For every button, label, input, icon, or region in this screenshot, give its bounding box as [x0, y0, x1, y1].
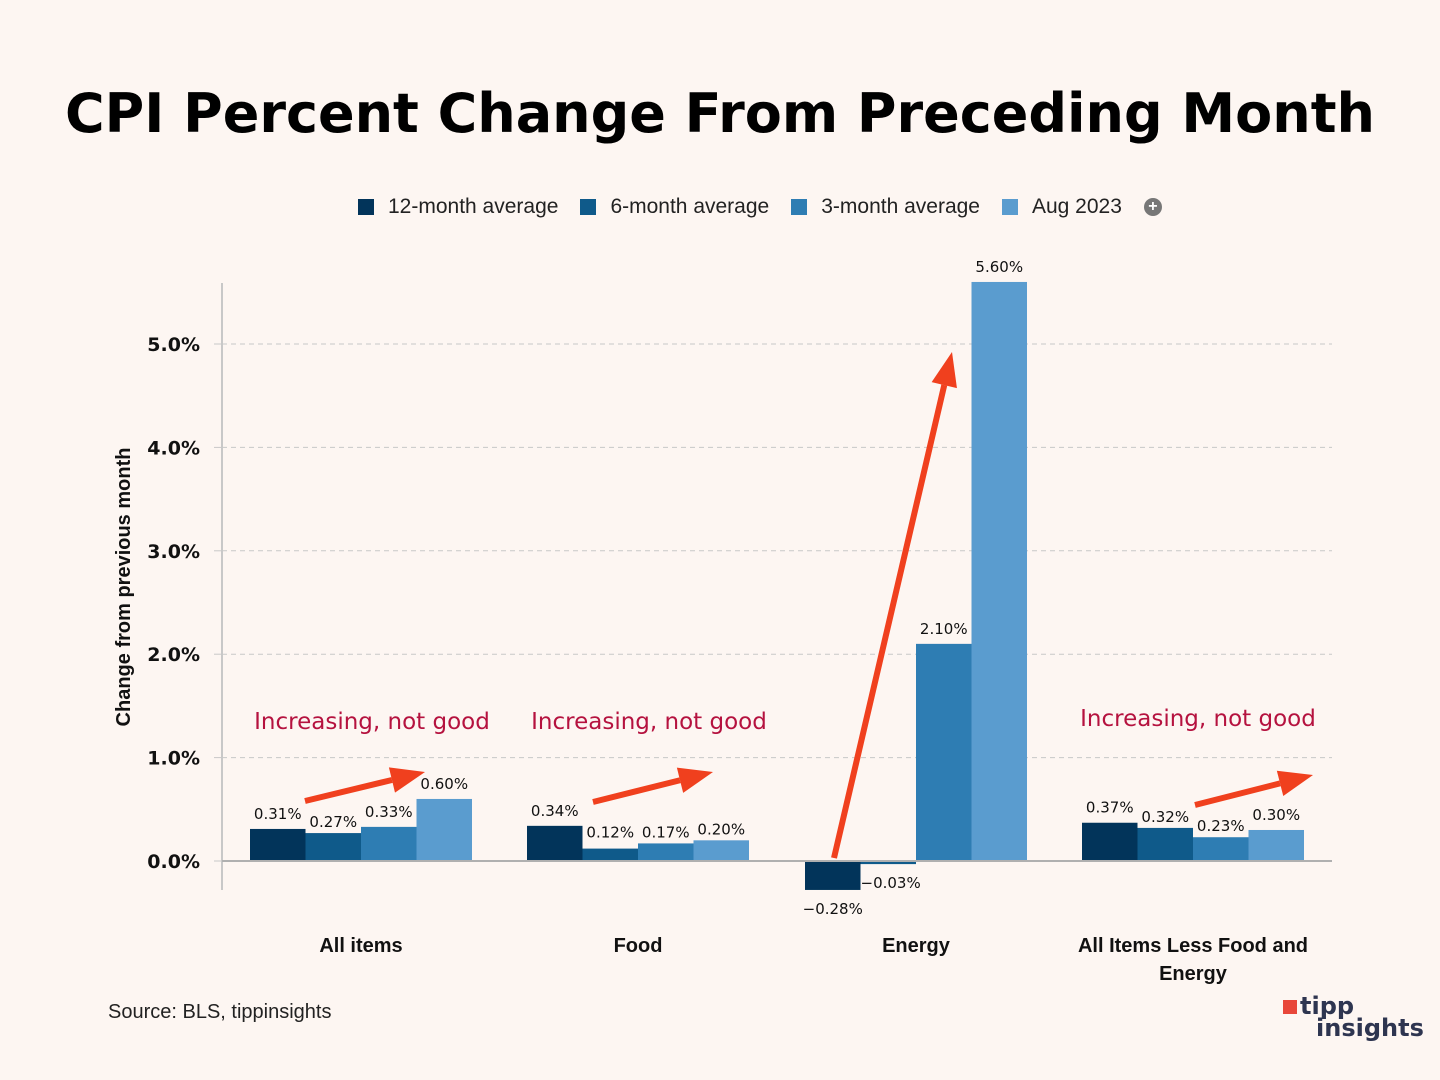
trend-arrow-shaft	[831, 384, 948, 859]
bar	[1248, 829, 1304, 861]
legend-label: 6-month average	[610, 195, 770, 218]
data-label: −0.28%	[803, 900, 863, 918]
data-label: 0.23%	[1197, 817, 1245, 835]
legend-swatch	[1001, 199, 1018, 215]
trend-arrow-head-icon	[1276, 770, 1313, 796]
bar	[1137, 827, 1193, 861]
legend-label: Aug 2023	[1031, 195, 1122, 218]
y-tick-label: 0.0%	[147, 851, 200, 873]
annotation-text: Increasing, not good	[531, 709, 767, 735]
trend-arrow-shaft	[1194, 780, 1281, 808]
data-label: 0.12%	[586, 823, 634, 841]
data-label: 5.60%	[975, 258, 1023, 276]
legend-item-3-month[interactable]: 3-month average	[791, 195, 980, 219]
source-note: Source: BLS, tippinsights	[108, 1001, 332, 1023]
trend-arrow-head-icon	[388, 767, 425, 793]
legend-label: 12-month average	[388, 195, 559, 218]
x-tick-label: All items	[319, 935, 402, 957]
trend-arrow-shaft	[592, 777, 681, 805]
add-series-plus-icon[interactable]: +	[1143, 198, 1162, 216]
data-label: 0.37%	[1086, 799, 1134, 817]
bar	[693, 840, 749, 861]
annotation-text: Increasing, not good	[254, 709, 490, 735]
data-label: 0.27%	[309, 813, 357, 831]
legend-item-12-month[interactable]: 12-month average	[358, 195, 558, 219]
legend-swatch	[358, 199, 374, 215]
bar	[916, 643, 972, 861]
data-label: 0.60%	[420, 775, 468, 793]
bar	[805, 861, 861, 890]
trend-arrow-head-icon	[676, 767, 713, 793]
data-label: 0.34%	[531, 802, 579, 820]
legend-label: 3-month average	[821, 195, 980, 218]
y-tick-label: 5.0%	[147, 334, 200, 356]
legend-item-6-month[interactable]: 6-month average	[580, 195, 769, 219]
legend-swatch	[580, 199, 597, 215]
x-tick-label: Food	[614, 935, 663, 957]
bar	[860, 861, 916, 865]
legend: 12-month average 6-month average 3-month…	[358, 195, 1162, 219]
logo-line-1: tipp	[1300, 992, 1355, 1020]
x-tick-label: Energy	[882, 935, 951, 957]
bar	[416, 798, 472, 861]
legend-swatch	[791, 199, 808, 215]
data-label: 2.10%	[920, 620, 968, 638]
bar	[305, 833, 361, 861]
data-label: −0.03%	[861, 874, 921, 892]
data-label: 0.32%	[1141, 808, 1189, 826]
bar	[527, 825, 583, 861]
bar	[1193, 837, 1249, 861]
bar	[1082, 822, 1138, 861]
data-label: 0.31%	[254, 805, 302, 823]
logo-line-2: insights	[1316, 1014, 1424, 1042]
chart-title: CPI Percent Change From Preceding Month	[65, 82, 1375, 145]
y-tick-label: 1.0%	[147, 748, 200, 770]
y-tick-label: 3.0%	[147, 541, 200, 563]
bar	[971, 281, 1027, 862]
tipp-insights-logo: tipp insights	[1283, 992, 1424, 1042]
y-axis-label: Change from previous month	[113, 448, 135, 727]
annotation-text: Increasing, not good	[1080, 706, 1316, 732]
bar	[638, 843, 694, 861]
data-label: 0.30%	[1252, 806, 1300, 824]
bar	[361, 826, 417, 861]
y-tick-label: 2.0%	[147, 644, 200, 666]
logo-mark-icon	[1283, 1000, 1297, 1014]
data-label: 0.17%	[642, 823, 690, 841]
bar	[250, 828, 306, 861]
x-tick-label: All Items Less Food and	[1078, 935, 1308, 957]
data-label: 0.20%	[697, 820, 745, 838]
x-tick-label: Energy	[1159, 963, 1228, 985]
y-tick-label: 4.0%	[147, 437, 200, 459]
trend-arrow-head-icon	[931, 352, 957, 389]
trend-arrow-shaft	[304, 777, 393, 804]
legend-item-aug-2023[interactable]: Aug 2023	[1001, 195, 1122, 219]
data-label: 0.33%	[365, 803, 413, 821]
bar	[582, 848, 638, 861]
